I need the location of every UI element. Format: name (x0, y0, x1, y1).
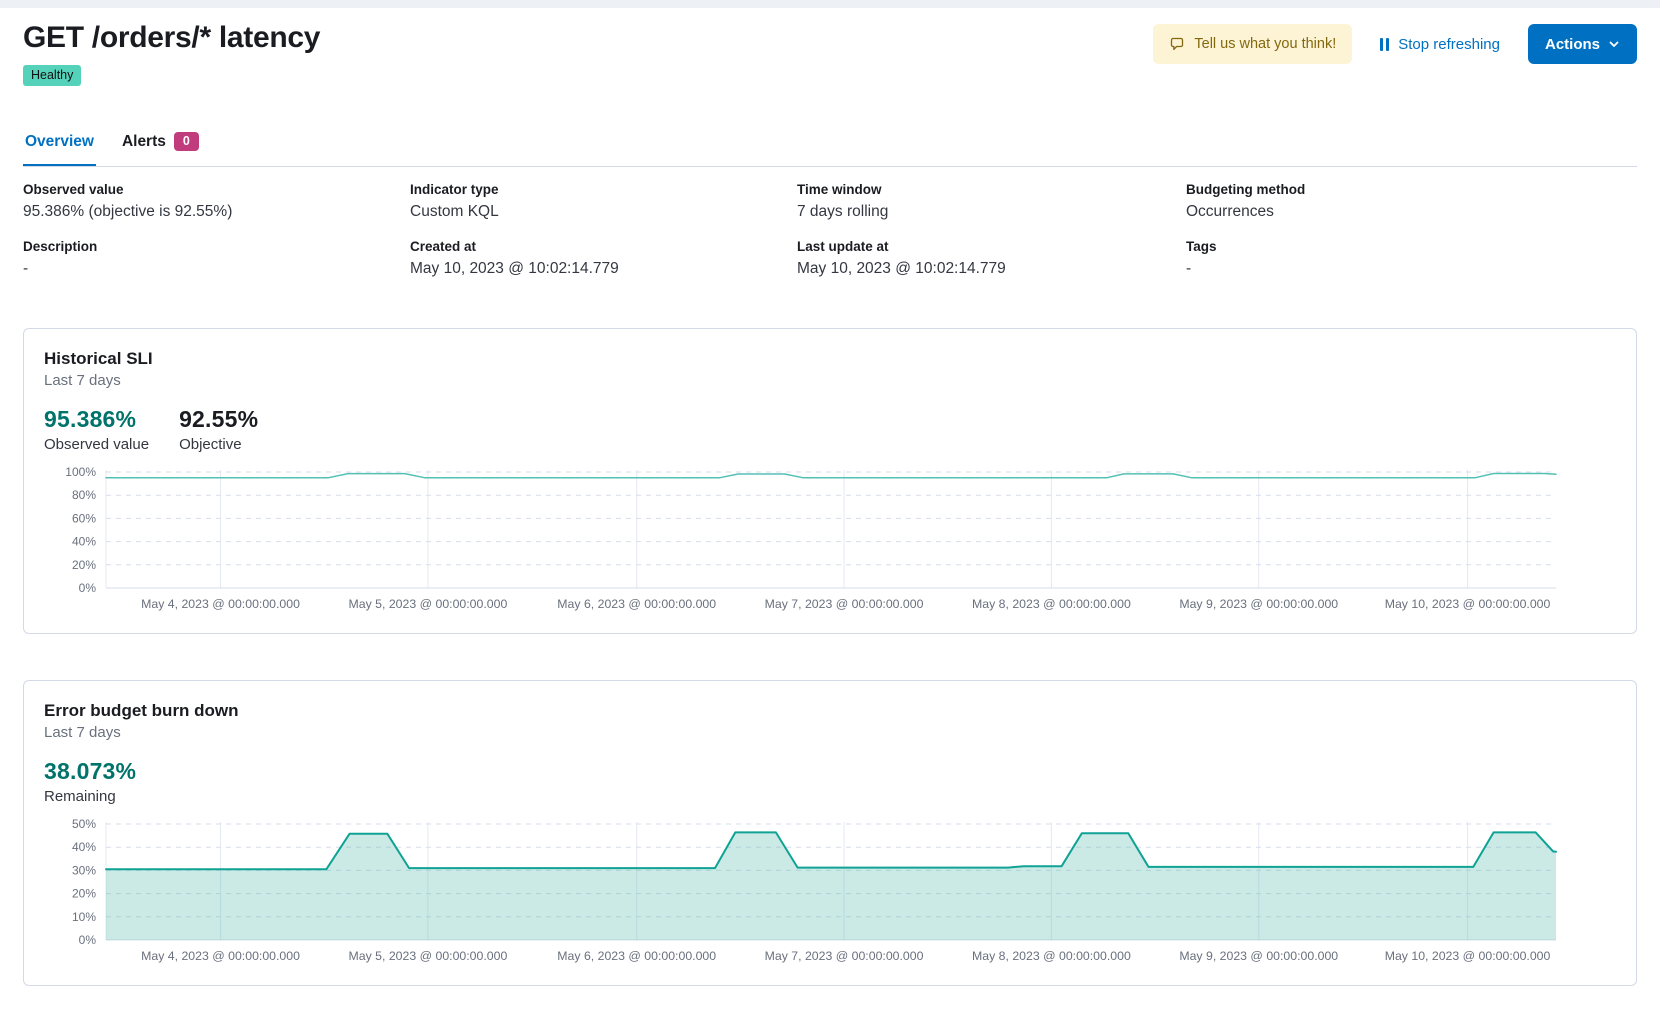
svg-text:60%: 60% (72, 511, 96, 525)
tab-overview-label: Overview (25, 132, 94, 150)
feedback-button[interactable]: Tell us what you think! (1153, 24, 1353, 64)
top-divider-strip (0, 0, 1660, 8)
stat-label: Observed value (44, 436, 150, 453)
tab-overview[interactable]: Overview (23, 132, 96, 166)
tab-alerts[interactable]: Alerts 0 (120, 132, 201, 166)
page-title: GET /orders/* latency (23, 21, 321, 54)
svg-text:May 7, 2023 @ 00:00:00.000: May 7, 2023 @ 00:00:00.000 (765, 949, 924, 963)
historical-sli-chart[interactable]: 0% 20% 40% 60% 80% 100% May 4, 2023 @ 00:00:00… (44, 464, 1616, 614)
svg-text:50%: 50% (72, 817, 96, 831)
meta-field-budgeting-method: Budgeting method Occurrences (1186, 182, 1637, 221)
meta-label: Indicator type (410, 182, 499, 197)
stat-objective: 92.55% Objective (179, 406, 258, 453)
svg-text:0%: 0% (79, 933, 97, 947)
meta-value: 7 days rolling (797, 203, 889, 220)
meta-field-observed-value: Observed value 95.386% (objective is 92.… (23, 182, 410, 221)
budget-stats-row: 38.073% Remaining (44, 758, 1616, 805)
meta-label: Last update at (797, 239, 889, 254)
meta-label: Description (23, 239, 98, 254)
slo-detail-page: GET /orders/* latency Healthy Tell us wh… (0, 8, 1660, 986)
svg-text:40%: 40% (72, 535, 96, 549)
feedback-button-label: Tell us what you think! (1194, 36, 1337, 52)
stat-observed-value: 95.386% Observed value (44, 406, 149, 453)
meta-value: Occurrences (1186, 203, 1274, 220)
stop-refreshing-label: Stop refreshing (1398, 35, 1500, 53)
meta-label: Budgeting method (1186, 182, 1306, 197)
stat-value: 38.073% (44, 758, 137, 784)
error-budget-chart[interactable]: 0% 10% 20% 30% 40% 50% May 4, 2023 @ 00:00:00.… (44, 816, 1616, 966)
svg-text:May 8, 2023 @ 00:00:00.000: May 8, 2023 @ 00:00:00.000 (972, 597, 1131, 611)
meta-field-time-window: Time window 7 days rolling (797, 182, 1186, 221)
panel-subtitle: Last 7 days (44, 372, 121, 389)
panel-subtitle: Last 7 days (44, 724, 121, 741)
historical-sli-panel: Historical SLI Last 7 days 95.386% Obser… (23, 328, 1637, 634)
page-header: GET /orders/* latency Healthy Tell us wh… (23, 20, 1637, 86)
speech-bubble-icon (1169, 36, 1185, 52)
tab-bar: Overview Alerts 0 (23, 132, 1637, 167)
svg-text:May 5, 2023 @ 00:00:00.000: May 5, 2023 @ 00:00:00.000 (349, 949, 508, 963)
meta-label: Created at (410, 239, 477, 254)
svg-text:80%: 80% (72, 488, 96, 502)
meta-value: - (23, 260, 29, 277)
svg-text:30%: 30% (72, 863, 96, 877)
svg-text:May 6, 2023 @ 00:00:00.000: May 6, 2023 @ 00:00:00.000 (557, 597, 716, 611)
stat-value: 95.386% (44, 406, 137, 432)
meta-field-tags: Tags - (1186, 239, 1637, 278)
svg-text:May 10, 2023 @ 00:00:00.000: May 10, 2023 @ 00:00:00.000 (1385, 597, 1551, 611)
svg-text:May 7, 2023 @ 00:00:00.000: May 7, 2023 @ 00:00:00.000 (765, 597, 924, 611)
svg-text:May 4, 2023 @ 00:00:00.000: May 4, 2023 @ 00:00:00.000 (141, 949, 300, 963)
svg-text:May 6, 2023 @ 00:00:00.000: May 6, 2023 @ 00:00:00.000 (557, 949, 716, 963)
meta-value: 95.386% (objective is 92.55%) (23, 203, 233, 220)
chevron-down-icon (1608, 38, 1620, 50)
status-badge: Healthy (23, 65, 82, 86)
stat-remaining: 38.073% Remaining (44, 758, 136, 805)
svg-text:May 10, 2023 @ 00:00:00.000: May 10, 2023 @ 00:00:00.000 (1385, 949, 1551, 963)
panel-title: Error budget burn down (44, 701, 239, 720)
svg-text:May 9, 2023 @ 00:00:00.000: May 9, 2023 @ 00:00:00.000 (1179, 597, 1338, 611)
error-budget-panel: Error budget burn down Last 7 days 38.07… (23, 680, 1637, 986)
sli-stats-row: 95.386% Observed value 92.55% Objective (44, 406, 1616, 453)
overview-definition-list: Observed value 95.386% (objective is 92.… (23, 182, 1637, 278)
svg-text:20%: 20% (72, 558, 96, 572)
meta-value: - (1186, 260, 1192, 277)
header-actions: Tell us what you think! Stop refreshing … (1153, 24, 1637, 64)
meta-label: Tags (1186, 239, 1217, 254)
panel-title: Historical SLI (44, 349, 153, 368)
meta-label: Observed value (23, 182, 124, 197)
svg-text:May 9, 2023 @ 00:00:00.000: May 9, 2023 @ 00:00:00.000 (1179, 949, 1338, 963)
alerts-count-badge: 0 (173, 132, 199, 151)
meta-value: Custom KQL (410, 203, 499, 220)
stop-refreshing-button[interactable]: Stop refreshing (1380, 36, 1500, 53)
svg-text:May 5, 2023 @ 00:00:00.000: May 5, 2023 @ 00:00:00.000 (349, 597, 508, 611)
meta-field-created-at: Created at May 10, 2023 @ 10:02:14.779 (410, 239, 797, 278)
meta-value: May 10, 2023 @ 10:02:14.779 (410, 260, 619, 277)
title-block: GET /orders/* latency Healthy (23, 20, 320, 86)
svg-text:0%: 0% (79, 581, 97, 595)
tab-alerts-label: Alerts (121, 132, 166, 150)
svg-text:May 4, 2023 @ 00:00:00.000: May 4, 2023 @ 00:00:00.000 (141, 597, 300, 611)
meta-field-indicator-type: Indicator type Custom KQL (410, 182, 797, 221)
meta-field-last-update-at: Last update at May 10, 2023 @ 10:02:14.7… (797, 239, 1186, 278)
stat-label: Objective (179, 436, 242, 453)
svg-text:10%: 10% (72, 910, 96, 924)
actions-button-label: Actions (1544, 35, 1600, 53)
pause-icon (1380, 37, 1390, 51)
svg-text:100%: 100% (65, 465, 96, 479)
svg-text:May 8, 2023 @ 00:00:00.000: May 8, 2023 @ 00:00:00.000 (972, 949, 1131, 963)
svg-text:20%: 20% (72, 887, 96, 901)
meta-value: May 10, 2023 @ 10:02:14.779 (797, 260, 1006, 277)
svg-text:40%: 40% (72, 840, 96, 854)
stat-value: 92.55% (179, 406, 259, 432)
actions-button[interactable]: Actions (1527, 24, 1637, 64)
meta-label: Time window (797, 182, 882, 197)
meta-field-description: Description - (23, 239, 410, 278)
stat-label: Remaining (44, 788, 116, 805)
